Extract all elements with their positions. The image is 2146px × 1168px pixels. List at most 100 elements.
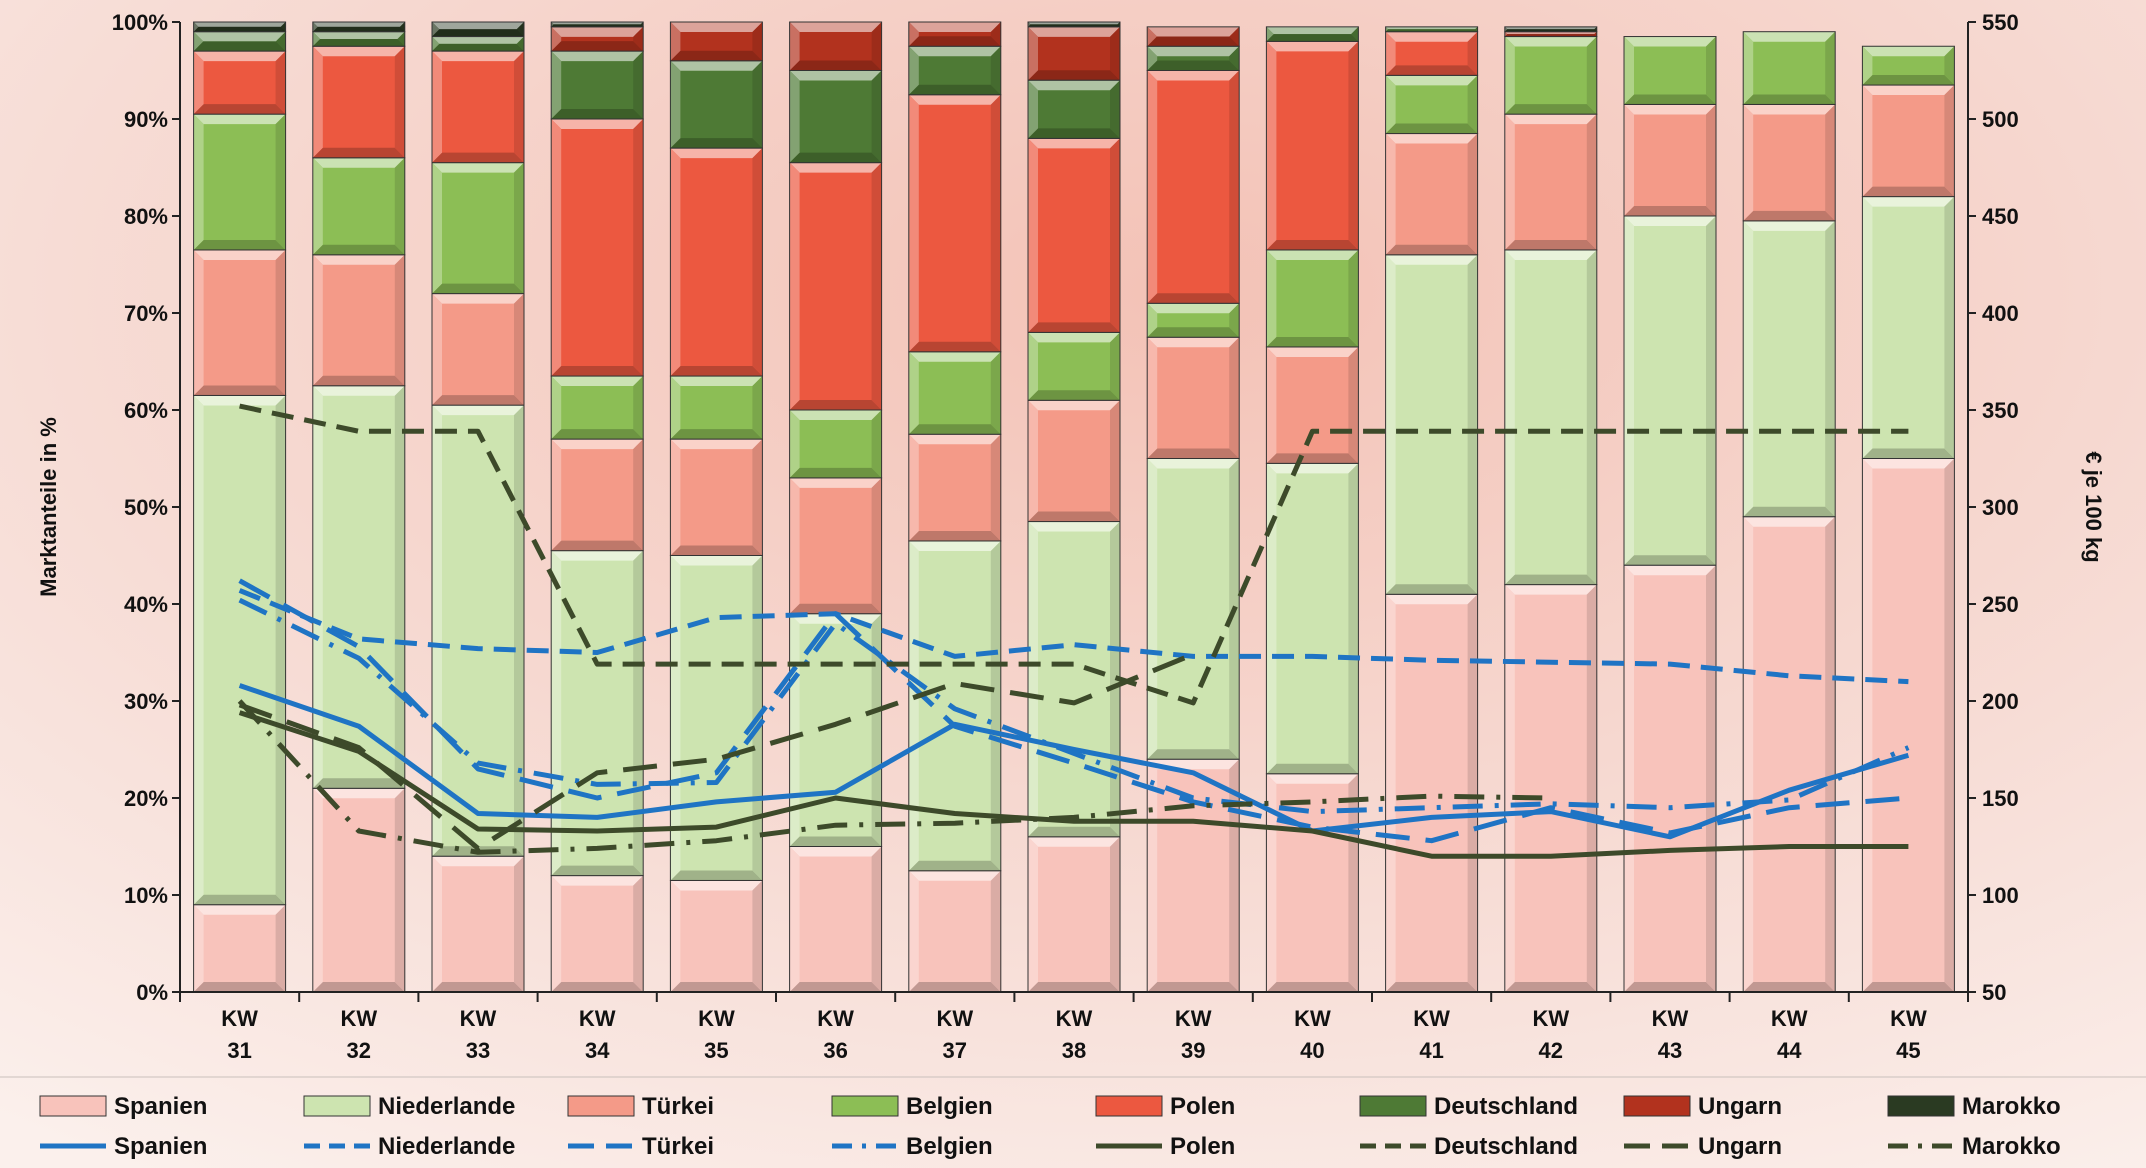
line-series xyxy=(239,403,1909,706)
legend-label: Türkei xyxy=(642,1133,714,1160)
bar-segment xyxy=(1027,836,1121,993)
legend: Spanien Niederlande Türkei Belgien Polen Deut… xyxy=(0,1076,2146,1160)
bar-segment xyxy=(1742,220,1836,518)
bar-segment xyxy=(1742,516,1836,993)
bar-segment xyxy=(1027,21,1121,28)
bar-segment xyxy=(1146,758,1240,993)
x-tick-label: KW xyxy=(1175,1006,1212,1031)
y2-tick-label: 300 xyxy=(1982,495,2019,520)
legend-swatch xyxy=(1623,1095,1691,1117)
bar-segment xyxy=(1861,84,1955,198)
bar-segment xyxy=(669,60,763,149)
x-tick-label: 39 xyxy=(1181,1038,1205,1063)
legend-item-line: Türkei xyxy=(568,1133,714,1160)
bar-segment xyxy=(1623,36,1717,105)
legend-item-line: Ungarn xyxy=(1624,1133,1782,1160)
bar-segment xyxy=(1742,103,1836,222)
y-tick-label: 60% xyxy=(124,398,168,423)
legend-label: Niederlande xyxy=(378,1133,515,1160)
x-tick-label: 38 xyxy=(1062,1038,1086,1063)
bar-segment xyxy=(1861,45,1955,86)
x-tick-label: KW xyxy=(936,1006,973,1031)
legend-swatch xyxy=(567,1095,635,1117)
bar-segment xyxy=(789,70,883,164)
bar-segment xyxy=(1265,462,1359,775)
bar-segment xyxy=(1504,584,1598,993)
x-tick-label: KW xyxy=(698,1006,735,1031)
bar-segment xyxy=(1146,45,1240,71)
bar-segment xyxy=(908,94,1002,353)
y2-tick-label: 50 xyxy=(1982,980,2006,1005)
bar-series xyxy=(193,31,1479,411)
y2-tick-label: 500 xyxy=(1982,107,2019,132)
x-tick-label: 40 xyxy=(1300,1038,1324,1063)
x-tick-label: KW xyxy=(1771,1006,1808,1031)
bar-series xyxy=(193,21,1598,38)
legend-swatch xyxy=(1095,1095,1163,1117)
line-series xyxy=(238,710,1909,859)
bar-segment xyxy=(908,45,1002,96)
legend-label: Polen xyxy=(1170,1133,1235,1160)
bar-segment xyxy=(550,21,644,28)
legend-label: Polen xyxy=(1170,1093,1235,1120)
x-tick-label: 31 xyxy=(227,1038,251,1063)
bar-segment xyxy=(1861,196,1955,459)
bar-segment xyxy=(1385,26,1479,33)
y2-tick-label: 400 xyxy=(1982,301,2019,326)
bar-segment xyxy=(1265,40,1359,251)
bar-segment xyxy=(1385,254,1479,595)
bar-series xyxy=(193,458,1955,993)
legend-label: Deutschland xyxy=(1434,1133,1578,1160)
y2-tick-label: 100 xyxy=(1982,883,2019,908)
x-tick-label: 35 xyxy=(704,1038,728,1063)
y2-axis-title: € je 100 kg xyxy=(2081,451,2106,562)
axes-layer: Marktanteile in % € je 100 kg 0% 10% 20% 30… xyxy=(36,10,2106,1063)
legend-swatch xyxy=(1887,1095,1955,1117)
bar-segment xyxy=(550,118,644,377)
legend-label: Türkei xyxy=(642,1093,714,1120)
x-tick-label: KW xyxy=(817,1006,854,1031)
legend-item-line: Belgien xyxy=(832,1133,993,1160)
y-tick-label: 30% xyxy=(124,689,168,714)
legend-label: Belgien xyxy=(906,1133,993,1160)
bar-segment xyxy=(1623,564,1717,993)
bar-segment xyxy=(1146,302,1240,338)
line-layer xyxy=(237,403,1910,859)
x-tick-label: KW xyxy=(460,1006,497,1031)
bar-segment xyxy=(193,249,287,396)
legend-label: Spanien xyxy=(114,1133,207,1160)
bar-segment xyxy=(431,404,525,857)
bar-series xyxy=(193,26,1479,164)
bar-segment xyxy=(669,21,763,62)
line-series xyxy=(237,699,1551,855)
y2-tick-label: 150 xyxy=(1982,786,2019,811)
bar-segment xyxy=(1385,133,1479,256)
bar-segment xyxy=(312,21,406,33)
bar-segment xyxy=(789,21,883,71)
bar-series xyxy=(193,31,1955,479)
legend-label: Belgien xyxy=(906,1093,993,1120)
legend-label: Spanien xyxy=(114,1093,207,1120)
bar-segment xyxy=(908,21,1002,47)
x-tick-label: 33 xyxy=(466,1038,490,1063)
legend-label: Ungarn xyxy=(1698,1133,1782,1160)
bar-segment xyxy=(669,879,763,993)
x-tick-label: KW xyxy=(579,1006,616,1031)
bar-segment xyxy=(669,147,763,377)
bar-segment xyxy=(193,113,287,251)
bar-segment xyxy=(1027,79,1121,139)
legend-item-bar: Spanien xyxy=(39,1093,207,1120)
bar-segment xyxy=(193,50,287,115)
legend-item-line: Deutschland xyxy=(1360,1133,1578,1160)
bar-segment xyxy=(1027,137,1121,333)
line-series xyxy=(238,652,1195,851)
x-tick-label: 44 xyxy=(1777,1038,1802,1063)
bar-segment xyxy=(1146,70,1240,304)
bar-segment xyxy=(1265,26,1359,42)
bar-segment xyxy=(1504,36,1598,115)
bar-segment xyxy=(789,409,883,479)
bar-segment xyxy=(312,31,406,47)
x-tick-label: 45 xyxy=(1896,1038,1920,1063)
